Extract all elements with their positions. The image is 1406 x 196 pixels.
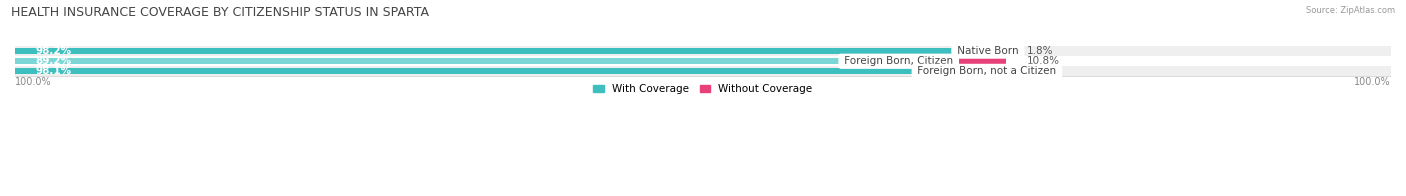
- Bar: [15, 66, 1391, 76]
- Text: 89.2%: 89.2%: [35, 56, 72, 66]
- Bar: [15, 56, 1391, 66]
- Text: 1.8%: 1.8%: [1026, 46, 1053, 56]
- Bar: [15, 58, 898, 64]
- Text: 100.0%: 100.0%: [15, 77, 52, 87]
- Text: Native Born: Native Born: [953, 46, 1022, 56]
- Text: HEALTH INSURANCE COVERAGE BY CITIZENSHIP STATUS IN SPARTA: HEALTH INSURANCE COVERAGE BY CITIZENSHIP…: [11, 6, 429, 19]
- Text: 98.1%: 98.1%: [35, 66, 72, 76]
- Bar: [988, 48, 1005, 54]
- Bar: [15, 48, 988, 54]
- Bar: [987, 68, 1005, 74]
- Text: Foreign Born, not a Citizen: Foreign Born, not a Citizen: [914, 66, 1060, 76]
- Legend: With Coverage, Without Coverage: With Coverage, Without Coverage: [593, 84, 813, 94]
- Bar: [15, 68, 987, 74]
- Bar: [15, 46, 1391, 56]
- Text: 1.9%: 1.9%: [1026, 66, 1053, 76]
- Text: Source: ZipAtlas.com: Source: ZipAtlas.com: [1306, 6, 1395, 15]
- Text: 98.2%: 98.2%: [35, 46, 72, 56]
- Text: 100.0%: 100.0%: [1354, 77, 1391, 87]
- Text: Foreign Born, Citizen: Foreign Born, Citizen: [841, 56, 956, 66]
- Bar: [898, 58, 1005, 64]
- Text: 10.8%: 10.8%: [1026, 56, 1059, 66]
